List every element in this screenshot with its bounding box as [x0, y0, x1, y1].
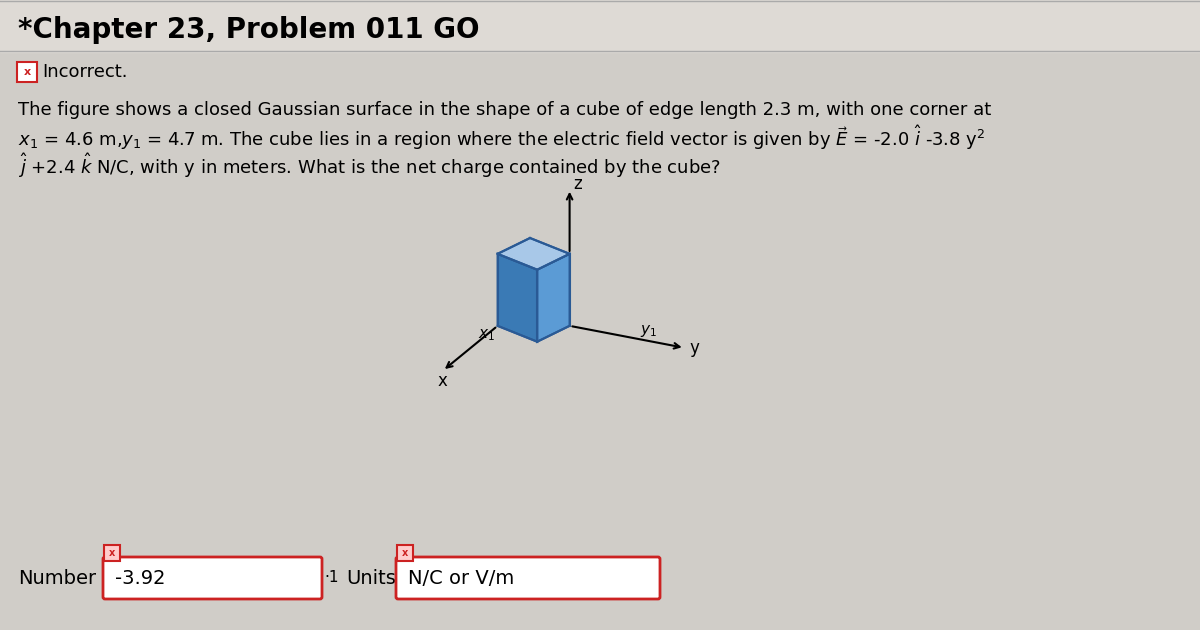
- Polygon shape: [498, 238, 570, 270]
- Text: z: z: [574, 175, 582, 193]
- Text: y: y: [690, 339, 700, 357]
- Text: x: x: [108, 547, 115, 558]
- Text: $\hat{j}$ +2.4 $\hat{k}$ N/C, with y in meters. What is the net charge contained: $\hat{j}$ +2.4 $\hat{k}$ N/C, with y in …: [18, 152, 721, 180]
- Text: The figure shows a closed Gaussian surface in the shape of a cube of edge length: The figure shows a closed Gaussian surfa…: [18, 101, 991, 119]
- FancyBboxPatch shape: [103, 544, 120, 561]
- Polygon shape: [498, 254, 538, 341]
- Text: x: x: [24, 67, 30, 77]
- FancyBboxPatch shape: [396, 557, 660, 599]
- Text: Number: Number: [18, 568, 96, 588]
- Text: *Chapter 23, Problem 011 GO: *Chapter 23, Problem 011 GO: [18, 16, 480, 44]
- Text: N/C or V/m: N/C or V/m: [408, 568, 515, 588]
- Text: -3.92: -3.92: [115, 568, 166, 588]
- Text: Units: Units: [346, 568, 396, 588]
- Text: $y_1$: $y_1$: [640, 323, 656, 339]
- Text: x: x: [401, 547, 408, 558]
- Bar: [0, 0, 1200, 52]
- FancyBboxPatch shape: [103, 557, 322, 599]
- FancyBboxPatch shape: [396, 544, 413, 561]
- Text: ·1: ·1: [324, 571, 338, 585]
- Polygon shape: [538, 254, 570, 341]
- Text: $x_1$ = 4.6 m,$y_1$ = 4.7 m. The cube lies in a region where the electric field : $x_1$ = 4.6 m,$y_1$ = 4.7 m. The cube li…: [18, 123, 985, 152]
- Text: Incorrect.: Incorrect.: [42, 63, 127, 81]
- FancyBboxPatch shape: [17, 62, 37, 82]
- Text: x: x: [438, 372, 448, 390]
- Text: $x_1$: $x_1$: [478, 327, 494, 343]
